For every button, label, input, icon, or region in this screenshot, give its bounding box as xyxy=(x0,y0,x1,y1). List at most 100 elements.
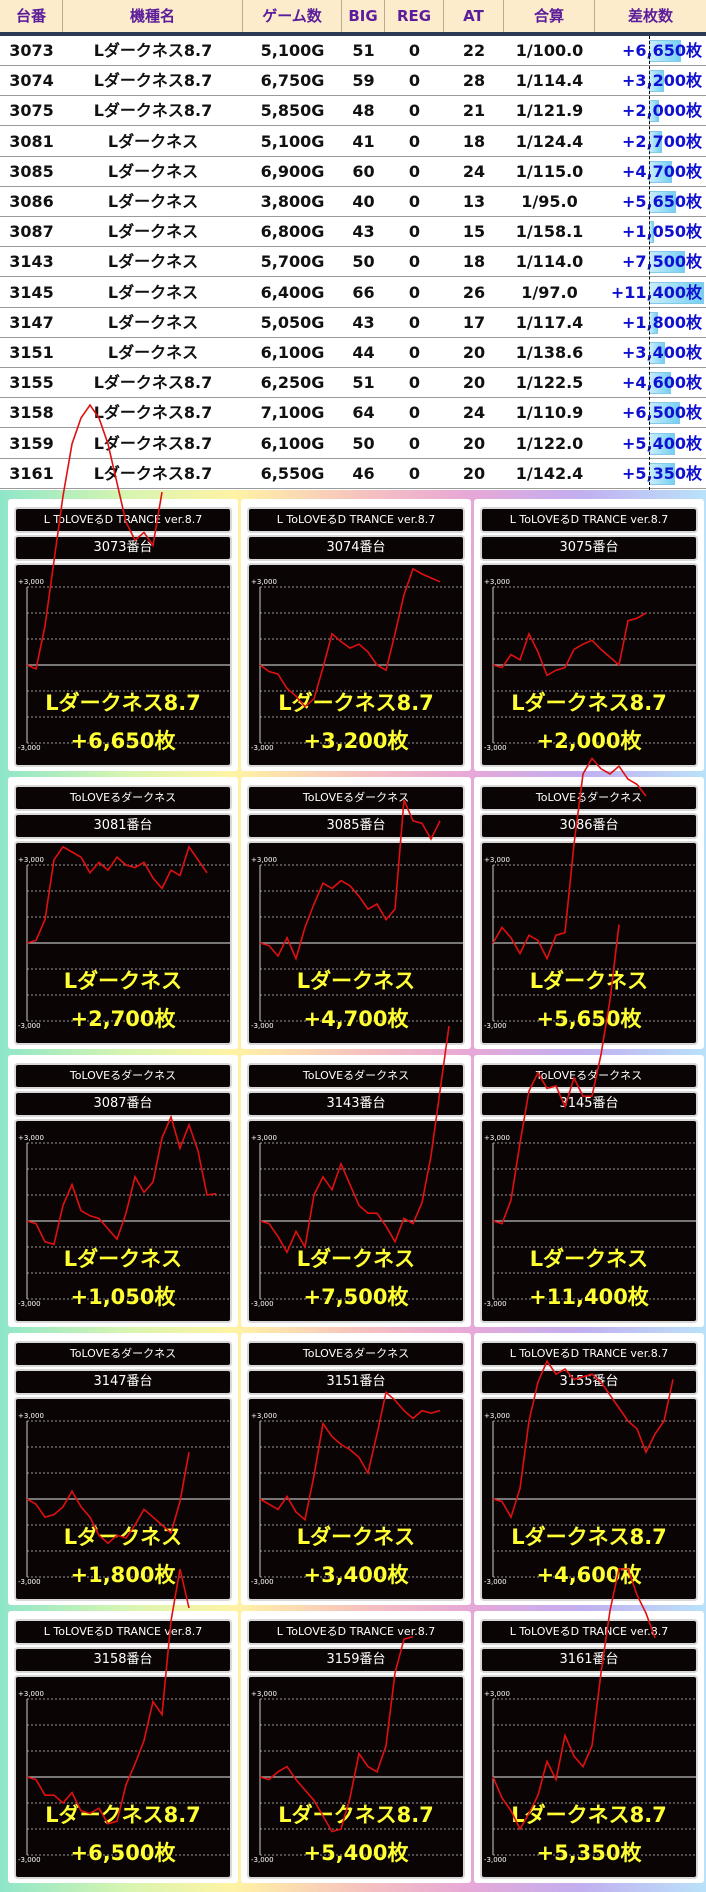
header-game-count[interactable]: ゲーム数 xyxy=(243,0,342,32)
machine-graph-card[interactable]: L ToLOVEるD TRANCE ver.8.7 3161番台 +3,000 -3,… xyxy=(474,1568,704,1883)
cell-diff-coins: +5,350枚 xyxy=(621,463,702,483)
table-row[interactable]: 3145 Lダークネス 6,400G 66 0 26 1/97.0 +11,400枚 xyxy=(0,277,706,308)
y-tick-top: +3,000 xyxy=(18,856,44,864)
cell-diff-coins: +6,650枚 xyxy=(621,41,702,60)
table-row[interactable]: 3155 Lダークネス8.7 6,250G 51 0 20 1/122.5 +4,600枚 xyxy=(0,368,706,399)
diff-coins-value: +5,650枚 xyxy=(536,1007,642,1031)
cell-combined-rate: 1/124.4 xyxy=(515,131,584,151)
machine-graph-card[interactable]: ToLOVEるダークネス 3085番台 +3,000 -3,000 Lダークネス +4,7… xyxy=(241,777,471,1049)
header-big-count[interactable]: BIG xyxy=(342,0,385,32)
table-row[interactable]: 3161 Lダークネス8.7 6,550G 46 0 20 1/142.4 +5,350枚 xyxy=(0,458,706,489)
header-at-count[interactable]: AT xyxy=(444,0,504,32)
y-tick-top: +3,000 xyxy=(484,1690,510,1698)
cell-big-count: 40 xyxy=(352,192,375,211)
cell-reg-count: 0 xyxy=(408,192,421,211)
y-tick-bottom: -3,000 xyxy=(484,1022,507,1030)
profit-line-layer xyxy=(492,924,620,1225)
machine-graph-card[interactable]: ToLOVEるダークネス 3081番台 +3,000 -3,000 Lダークネス +2,7… xyxy=(8,777,238,1049)
header-combined-rate[interactable]: 合算 xyxy=(504,0,595,32)
machine-graph-card[interactable]: ToLOVEるダークネス 3151番台 +3,000 -3,000 Lダークネス +3,4… xyxy=(241,1333,471,1605)
cell-big-count: 41 xyxy=(352,131,375,151)
table-row[interactable]: 3086 Lダークネス 3,800G 40 0 13 1/95.0 +5,650枚 xyxy=(0,187,706,217)
cell-machine-name: Lダークネス xyxy=(107,222,199,242)
cell-big-count: 66 xyxy=(352,282,375,302)
y-tick-bottom: -3,000 xyxy=(18,1856,41,1864)
cell-reg-count: 0 xyxy=(408,41,421,60)
y-tick-bottom: -3,000 xyxy=(484,1578,507,1586)
cell-machine-name: Lダークネス8.7 xyxy=(93,463,213,483)
table-row[interactable]: 3159 Lダークネス8.7 6,100G 50 0 20 1/122.0 +5,400枚 xyxy=(0,428,706,459)
machine-short-name: Lダークネス xyxy=(296,1525,416,1549)
machine-title: L ToLOVEるD TRANCE ver.8.7 xyxy=(247,1619,465,1645)
cell-at-count: 22 xyxy=(462,41,486,60)
machine-graph-card[interactable]: L ToLOVEるD TRANCE ver.8.7 3158番台 +3,000 -3,… xyxy=(8,1568,238,1883)
table-row[interactable]: 3147 Lダークネス 5,050G 43 0 17 1/117.4 +1,800枚 xyxy=(0,307,706,338)
machine-graph-card[interactable]: ToLOVEるダークネス 3143番台 +3,000 -3,000 Lダークネス +7,5… xyxy=(241,1025,471,1327)
cell-diff-coins: +4,700枚 xyxy=(621,161,702,181)
diff-coins-value: +1,800枚 xyxy=(70,1563,176,1587)
cell-at-count: 24 xyxy=(462,403,486,423)
table-row[interactable]: 3143 Lダークネス 5,700G 50 0 18 1/114.0 +7,500枚 xyxy=(0,247,706,278)
machine-short-name: Lダークネス xyxy=(63,1247,183,1271)
table-row[interactable]: 3151 Lダークネス 6,100G 44 0 20 1/138.6 +3,400枚 xyxy=(0,338,706,368)
machine-graph-card[interactable]: ToLOVEるダークネス 3145番台 +3,000 -3,000 Lダークネス +11,… xyxy=(474,924,704,1327)
profit-line xyxy=(259,567,441,708)
unit-number-label: 3151番台 xyxy=(247,1369,465,1395)
cell-game-count: 7,100G xyxy=(260,403,325,423)
cell-machine-name: Lダークネス xyxy=(107,312,199,332)
machine-graph-card[interactable]: L ToLOVEるD TRANCE ver.8.7 3075番台 +3,000 -3,… xyxy=(474,499,704,771)
y-tick-top: +3,000 xyxy=(484,856,510,864)
cell-at-count: 20 xyxy=(462,463,486,483)
cell-combined-rate: 1/121.9 xyxy=(515,101,584,121)
machine-graph-card[interactable]: ToLOVEるダークネス 3147番台 +3,000 -3,000 Lダークネス +1,8… xyxy=(8,1333,238,1605)
cell-unit-number: 3159 xyxy=(9,433,54,453)
y-tick-top: +3,000 xyxy=(251,1134,277,1142)
table-row[interactable]: 3085 Lダークネス 6,900G 60 0 24 1/115.0 +4,700枚 xyxy=(0,156,706,187)
profit-line xyxy=(492,1568,656,1831)
cell-unit-number: 3081 xyxy=(9,131,54,151)
machine-graph-card[interactable]: L ToLOVEるD TRANCE ver.8.7 3159番台 +3,000 -3,… xyxy=(241,1611,471,1883)
table-row[interactable]: 3074 Lダークネス8.7 6,750G 59 0 28 1/114.4 +3,200枚 xyxy=(0,66,706,97)
header-diff-coins[interactable]: 差枚数 xyxy=(627,7,673,25)
cell-machine-name: Lダークネス8.7 xyxy=(93,41,213,60)
table-row[interactable]: 3087 Lダークネス 6,800G 43 0 15 1/158.1 +1,050枚 xyxy=(0,217,706,248)
cell-reg-count: 0 xyxy=(408,282,421,302)
diff-coins-value: +4,600枚 xyxy=(536,1563,642,1587)
profit-chart xyxy=(492,586,696,744)
machine-short-name: Lダークネス8.7 xyxy=(278,691,434,715)
header-machine-name[interactable]: 機種名 xyxy=(63,0,243,32)
cell-big-count: 50 xyxy=(352,252,375,272)
machine-graph-card[interactable]: L ToLOVEるD TRANCE ver.8.7 3155番台 +3,000 -3,… xyxy=(474,1333,704,1605)
unit-number-label: 3158番台 xyxy=(14,1647,232,1673)
cell-unit-number: 3151 xyxy=(9,343,54,362)
machine-short-name: Lダークネス xyxy=(529,969,649,993)
unit-number-label: 3143番台 xyxy=(247,1091,465,1117)
profit-line xyxy=(259,1025,450,1254)
table-row[interactable]: 3073 Lダークネス8.7 5,100G 51 0 22 1/100.0 +6,650枚 xyxy=(0,36,706,66)
header-unit-number[interactable]: 台番 xyxy=(0,0,63,32)
cell-reg-count: 0 xyxy=(408,161,421,181)
table-row[interactable]: 3081 Lダークネス 5,100G 41 0 18 1/124.4 +2,700枚 xyxy=(0,126,706,157)
machine-graph-card[interactable]: ToLOVEるダークネス 3087番台 +3,000 -3,000 Lダークネス +1,0… xyxy=(8,1055,238,1327)
cell-game-count: 6,750G xyxy=(260,71,325,91)
cell-at-count: 20 xyxy=(462,343,486,362)
machine-graph-card[interactable]: L ToLOVEるD TRANCE ver.8.7 3073番台 +3,000 -3,… xyxy=(8,403,238,771)
cell-unit-number: 3143 xyxy=(9,252,54,272)
machine-graph-card[interactable]: L ToLOVEるD TRANCE ver.8.7 3074番台 +3,000 -3,… xyxy=(241,499,471,771)
header-reg-count[interactable]: REG xyxy=(385,0,444,32)
cell-unit-number: 3145 xyxy=(9,282,54,302)
table-row[interactable]: 3158 Lダークネス8.7 7,100G 64 0 24 1/110.9 +6,500枚 xyxy=(0,398,706,429)
y-tick-bottom: -3,000 xyxy=(484,744,507,752)
machine-title: L ToLOVEるD TRANCE ver.8.7 xyxy=(247,507,465,533)
unit-number-label: 3147番台 xyxy=(14,1369,232,1395)
cell-reg-count: 0 xyxy=(408,131,421,151)
unit-number-label: 3087番台 xyxy=(14,1091,232,1117)
unit-number-label: 3086番台 xyxy=(480,813,698,839)
machine-graph-card[interactable]: ToLOVEるダークネス 3086番台 +3,000 -3,000 Lダークネス +5,6… xyxy=(474,757,704,1049)
profit-line xyxy=(26,845,208,944)
table-row[interactable]: 3075 Lダークネス8.7 5,850G 48 0 21 1/121.9 +2,000枚 xyxy=(0,96,706,127)
profit-chart xyxy=(259,586,463,744)
cell-combined-rate: 1/158.1 xyxy=(515,222,584,242)
cell-reg-count: 0 xyxy=(408,71,421,91)
machine-title: L ToLOVEるD TRANCE ver.8.7 xyxy=(480,507,698,533)
